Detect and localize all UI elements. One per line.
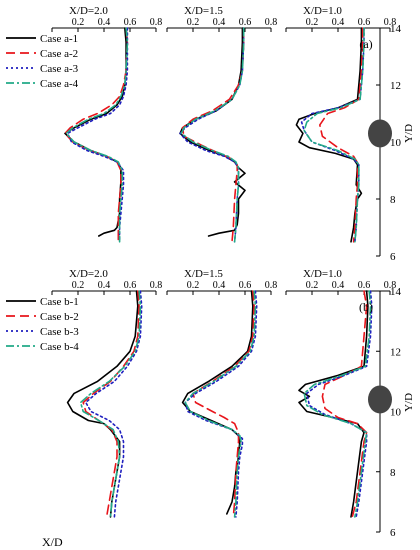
- x-tick-label: 0.2: [306, 280, 319, 291]
- series-line-2: [181, 27, 245, 243]
- x-tick-label: 0.6: [358, 17, 371, 28]
- series-line-4: [180, 27, 245, 243]
- x-tick-label: 0.6: [358, 280, 371, 291]
- series-line-4: [184, 290, 257, 518]
- legend-entry: Case a-3: [40, 63, 79, 75]
- series-line-2: [64, 27, 129, 243]
- series-line-4: [303, 290, 372, 518]
- series-line-4: [65, 27, 129, 243]
- y-tick-label: 14: [390, 23, 402, 35]
- y-axis-title: Y/D: [403, 124, 415, 143]
- y-tick-label: 8: [390, 467, 396, 479]
- y-axis-title: Y/D: [403, 393, 415, 412]
- series-line-3: [305, 290, 373, 518]
- panel-label: (a): [359, 37, 372, 51]
- legend-entry: Case b-1: [40, 296, 79, 308]
- series-line-3: [184, 290, 258, 518]
- series-line-4: [79, 290, 142, 518]
- series-line-1: [181, 290, 254, 515]
- x-tick-label: 0.2: [72, 280, 85, 291]
- y-tick-label: 10: [390, 407, 402, 419]
- y-tick-label: 10: [390, 137, 402, 149]
- x-tick-label: 0.6: [239, 17, 252, 28]
- x-tick-label: 0.8: [150, 280, 163, 291]
- series-line-3: [300, 27, 365, 243]
- y-tick-label: 14: [390, 286, 402, 298]
- x-tick-label: 0.4: [98, 280, 111, 291]
- legend-entry: Case a-2: [40, 48, 78, 60]
- series-line-1: [66, 290, 139, 518]
- panel-label: (b): [359, 300, 373, 314]
- subplot-title: X/D=1.0: [303, 268, 342, 280]
- x-tick-label: 0.4: [213, 17, 226, 28]
- x-tick-label: 0.4: [98, 17, 111, 28]
- series-line-3: [66, 27, 129, 243]
- x-tick-label: 0.8: [150, 17, 163, 28]
- x-tick-label: 0.2: [306, 17, 319, 28]
- y-tick-label: 12: [390, 346, 401, 358]
- subplot-title: X/D=1.0: [303, 5, 342, 17]
- series-line-1: [295, 27, 363, 243]
- subplot-title: X/D=1.5: [184, 268, 223, 280]
- subplot-title: X/D=1.5: [184, 5, 223, 17]
- x-tick-label: 0.6: [124, 280, 137, 291]
- x-tick-label: 0.6: [239, 280, 252, 291]
- series-line-4: [303, 27, 365, 243]
- y-tick-label: 6: [390, 527, 396, 539]
- y-tick-label: 6: [390, 251, 396, 263]
- subplot-title: X/D=2.0: [69, 268, 108, 280]
- x-tick-label: 0.2: [72, 17, 85, 28]
- series-line-2: [321, 290, 368, 518]
- y-tick-label: 8: [390, 194, 396, 206]
- x-tick-label: 0.2: [187, 17, 200, 28]
- cylinder-marker: [368, 119, 392, 148]
- subplot-title: X/D=2.0: [69, 5, 108, 17]
- x-tick-label: 0.8: [384, 17, 397, 28]
- x-tick-label: 0.8: [265, 280, 278, 291]
- legend-entry: Case b-3: [40, 326, 79, 338]
- bottom-x-axis-label: X/D: [42, 535, 63, 549]
- series-line-1: [298, 290, 369, 518]
- x-tick-label: 0.8: [384, 280, 397, 291]
- legend-entry: Case a-1: [40, 33, 78, 45]
- x-tick-label: 0.4: [213, 280, 226, 291]
- series-line-3: [85, 290, 143, 518]
- x-tick-label: 0.2: [187, 280, 200, 291]
- series-line-2: [318, 27, 364, 243]
- legend-entry: Case a-4: [40, 78, 79, 90]
- series-line-2: [192, 290, 255, 518]
- legend-entry: Case b-2: [40, 311, 79, 323]
- x-tick-label: 0.6: [124, 17, 137, 28]
- legend-entry: Case b-4: [40, 341, 79, 353]
- series-line-1: [179, 27, 246, 237]
- x-tick-label: 0.8: [265, 17, 278, 28]
- series-line-2: [82, 290, 140, 518]
- cylinder-marker: [368, 385, 392, 414]
- x-tick-label: 0.4: [332, 280, 345, 291]
- y-tick-label: 12: [390, 80, 401, 92]
- x-tick-label: 0.4: [332, 17, 345, 28]
